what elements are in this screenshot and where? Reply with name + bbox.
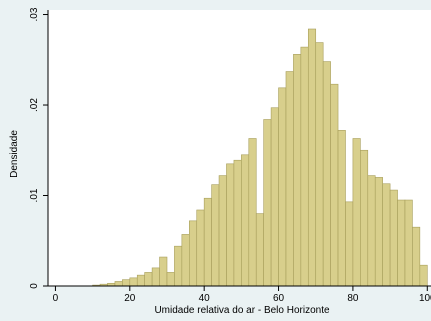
x-axis-title: Umidade relativa do ar - Belo Horizonte <box>154 305 330 316</box>
histogram-bar <box>337 130 346 287</box>
x-tick-label: 0 <box>53 293 59 304</box>
histogram-bar <box>218 175 227 287</box>
y-tick-label: .02 <box>29 98 40 112</box>
histogram-bar <box>226 163 235 287</box>
histogram-bar <box>330 83 339 287</box>
histogram-bar <box>367 175 376 287</box>
histogram-bar <box>374 177 383 287</box>
histogram-bar <box>151 267 160 287</box>
histogram-bar <box>285 71 294 287</box>
x-tick-label: 100 <box>419 293 431 304</box>
bars-group <box>92 28 428 287</box>
histogram-bar <box>307 28 317 287</box>
histogram-bar <box>300 46 309 287</box>
histogram-bar <box>419 264 428 287</box>
histogram-bar <box>203 197 212 287</box>
histogram-bar <box>129 277 138 287</box>
histogram-bar <box>114 281 123 287</box>
histogram-bar <box>412 226 421 287</box>
y-tick-label: .01 <box>29 188 40 202</box>
histogram-bar <box>389 189 398 287</box>
y-axis-ticks: 0 .01 .02 .03 <box>29 7 48 289</box>
histogram-bar <box>263 119 272 287</box>
histogram-bar <box>255 213 264 287</box>
histogram-bar <box>382 183 391 287</box>
histogram-bar <box>322 61 331 287</box>
y-tick-label: .03 <box>29 7 40 21</box>
x-axis-ticks: 0 20 40 60 80 100 <box>53 286 431 304</box>
histogram-bar <box>397 199 406 287</box>
histogram-bar <box>315 42 324 287</box>
histogram-bar <box>181 234 190 287</box>
histogram-bar <box>248 138 257 287</box>
x-tick-label: 20 <box>124 293 136 304</box>
histogram-bar <box>189 220 198 287</box>
histogram-bar <box>174 245 183 287</box>
y-tick-label: 0 <box>29 283 40 289</box>
histogram-bar <box>211 184 220 287</box>
histogram-bar <box>360 149 369 287</box>
histogram-bar <box>270 107 279 287</box>
histogram-bar <box>345 201 354 287</box>
histogram-bar <box>278 87 287 287</box>
histogram-bar <box>241 154 250 287</box>
histogram-bar <box>122 279 131 287</box>
histogram-bar <box>404 199 413 287</box>
histogram-bar <box>233 159 242 287</box>
histogram-bar <box>352 138 361 287</box>
histogram-bar <box>159 256 168 287</box>
histogram-bar <box>166 272 175 287</box>
histogram-bar <box>293 54 302 287</box>
histogram-bar <box>136 274 145 287</box>
x-tick-label: 40 <box>199 293 211 304</box>
y-axis-title: Densidade <box>9 130 20 178</box>
x-tick-label: 60 <box>273 293 285 304</box>
histogram-bar <box>196 209 205 287</box>
histogram-bar <box>144 272 153 287</box>
x-tick-label: 80 <box>347 293 359 304</box>
